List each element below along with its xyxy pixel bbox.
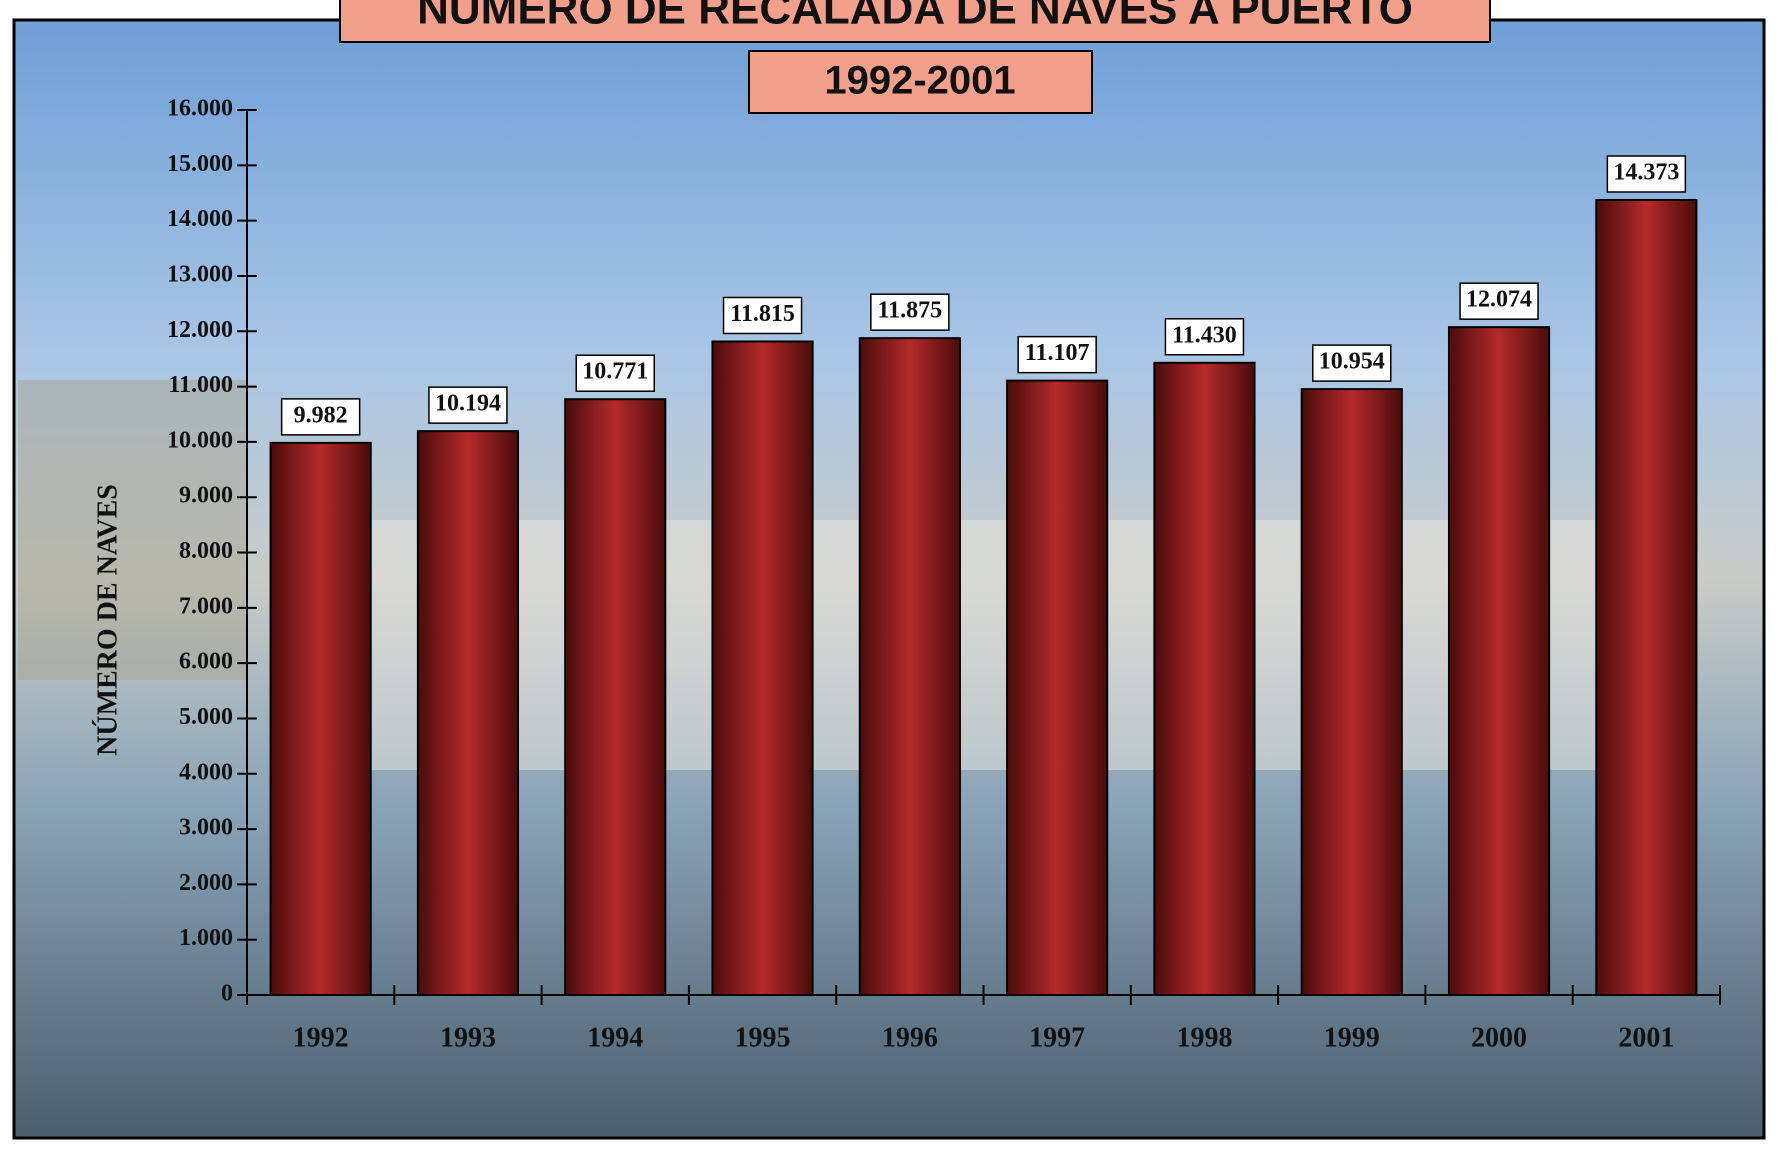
value-label-box xyxy=(1606,155,1687,193)
value-label-box xyxy=(1017,335,1097,374)
bar xyxy=(1447,326,1551,996)
bar xyxy=(711,340,814,997)
background-ship xyxy=(340,520,1620,770)
bar xyxy=(1300,388,1403,996)
y-axis-label: NÚMERO DE NAVES xyxy=(92,484,123,756)
value-label: 12.074 xyxy=(1466,287,1532,313)
y-tick-label: 15.000 xyxy=(167,151,233,177)
subtitle-box xyxy=(748,50,1093,114)
y-tick-label: 0 xyxy=(221,981,233,1007)
y-tick-label: 5.000 xyxy=(179,704,233,730)
x-tick-label: 2000 xyxy=(1471,1022,1527,1053)
value-label: 10.771 xyxy=(582,359,648,385)
x-tick-label: 1994 xyxy=(587,1022,643,1053)
x-tick-label: 1999 xyxy=(1324,1022,1380,1053)
y-tick-label: 12.000 xyxy=(167,317,233,343)
value-label-box xyxy=(1164,318,1245,356)
value-label-box xyxy=(575,354,655,392)
y-tick-label: 10.000 xyxy=(167,427,233,453)
x-tick-label: 1997 xyxy=(1029,1022,1085,1053)
bar xyxy=(269,441,372,997)
value-label-box xyxy=(870,293,950,331)
y-tick-label: 7.000 xyxy=(179,593,233,619)
x-tick-label: 1993 xyxy=(440,1022,496,1053)
value-label: 11.107 xyxy=(1025,340,1090,366)
x-tick-label: 1995 xyxy=(735,1022,791,1053)
value-label: 10.194 xyxy=(435,391,501,417)
bar xyxy=(1595,198,1698,997)
y-tick-label: 1.000 xyxy=(179,925,233,951)
y-tick-label: 13.000 xyxy=(167,261,233,287)
title-box xyxy=(339,0,1491,43)
y-tick-label: 6.000 xyxy=(179,649,233,675)
value-label: 11.430 xyxy=(1172,322,1237,348)
x-tick-label: 1992 xyxy=(293,1022,349,1053)
y-tick-label: 2.000 xyxy=(179,870,233,896)
y-tick-label: 8.000 xyxy=(179,538,233,564)
value-label: 14.373 xyxy=(1613,159,1679,185)
y-tick-label: 4.000 xyxy=(179,759,233,785)
bar xyxy=(564,398,667,996)
chart-title: NÚMERO DE RECALADA DE NAVES A PUERTO xyxy=(417,0,1413,34)
chart-subtitle: 1992-2001 xyxy=(824,59,1015,103)
y-tick-label: 3.000 xyxy=(179,815,233,841)
value-label: 11.875 xyxy=(878,298,943,324)
bar xyxy=(416,430,520,997)
x-tick-label: 2001 xyxy=(1618,1022,1674,1053)
value-label: 11.815 xyxy=(730,301,795,327)
bar xyxy=(858,337,961,996)
value-label-box xyxy=(1312,344,1392,382)
value-label: 10.954 xyxy=(1319,349,1385,375)
y-tick-label: 16.000 xyxy=(167,96,233,122)
bar xyxy=(1153,361,1256,996)
y-tick-label: 9.000 xyxy=(179,483,233,509)
x-tick-label: 1998 xyxy=(1176,1022,1232,1053)
value-label: 9.982 xyxy=(294,402,348,428)
background-hill xyxy=(18,380,248,680)
x-tick-label: 1996 xyxy=(882,1022,938,1053)
value-label-box xyxy=(280,398,361,436)
value-label-box xyxy=(428,386,508,424)
value-label-box xyxy=(722,296,803,335)
y-tick-label: 14.000 xyxy=(167,206,233,232)
value-label-box xyxy=(1459,282,1539,320)
y-tick-label: 11.000 xyxy=(168,372,233,398)
bar xyxy=(1006,379,1109,997)
